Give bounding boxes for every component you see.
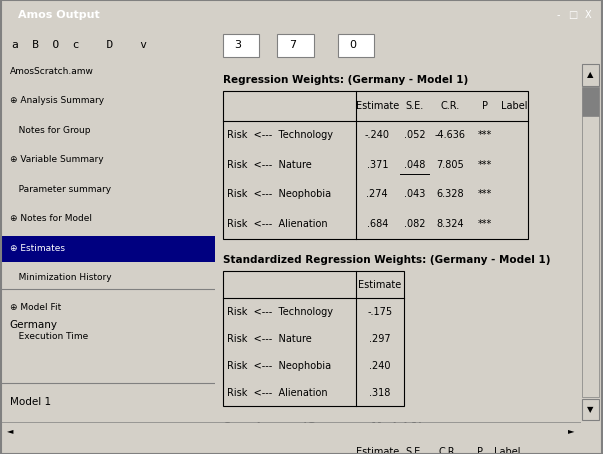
Bar: [582, 64, 599, 86]
Text: .082: .082: [404, 219, 426, 229]
Text: Risk  <---  Nature: Risk <--- Nature: [227, 334, 312, 344]
Text: -: -: [556, 10, 560, 20]
Text: .048: .048: [404, 160, 425, 170]
Text: ⊕ Variable Summary: ⊕ Variable Summary: [10, 155, 103, 164]
Text: ⊕ Estimates: ⊕ Estimates: [10, 244, 65, 253]
Text: Label: Label: [501, 101, 528, 111]
Text: Estimate: Estimate: [356, 101, 399, 111]
Bar: [223, 34, 259, 56]
Text: -.240: -.240: [365, 130, 390, 140]
Text: Estimate: Estimate: [358, 280, 402, 290]
Text: ⊕ Analysis Summary: ⊕ Analysis Summary: [10, 96, 104, 105]
Text: .297: .297: [369, 334, 391, 344]
Text: .684: .684: [367, 219, 388, 229]
Text: 7.805: 7.805: [437, 160, 464, 170]
Text: ***: ***: [478, 160, 492, 170]
Text: 0: 0: [349, 40, 356, 50]
Text: Regression Weights: (Germany - Model 1): Regression Weights: (Germany - Model 1): [223, 75, 469, 85]
Text: Risk  <---  Nature: Risk <--- Nature: [227, 160, 312, 170]
Text: -4.636: -4.636: [435, 130, 466, 140]
Bar: [1, 236, 215, 262]
Text: C.R.: C.R.: [441, 101, 460, 111]
Bar: [223, 271, 404, 406]
Text: 8.324: 8.324: [437, 219, 464, 229]
Bar: [277, 34, 314, 56]
Text: Risk  <---  Neophobia: Risk <--- Neophobia: [227, 360, 331, 370]
Text: ***: ***: [478, 189, 492, 199]
Text: Risk  <---  Neophobia: Risk <--- Neophobia: [227, 189, 331, 199]
Text: .240: .240: [369, 360, 391, 370]
Text: .318: .318: [370, 388, 391, 398]
Text: P: P: [482, 101, 488, 111]
Text: 7: 7: [289, 40, 296, 50]
Text: C.R.: C.R.: [439, 448, 458, 454]
Text: ►: ►: [569, 426, 575, 434]
Text: S.E.: S.E.: [406, 448, 424, 454]
Text: □: □: [568, 10, 578, 20]
Text: Parameter summary: Parameter summary: [10, 185, 111, 194]
Text: AmosScratch.amw: AmosScratch.amw: [10, 67, 93, 76]
Text: ***: ***: [478, 130, 492, 140]
Text: Risk  <---  Alienation: Risk <--- Alienation: [227, 388, 327, 398]
Text: Minimization History: Minimization History: [10, 273, 112, 282]
Text: 6.328: 6.328: [437, 189, 464, 199]
Bar: [582, 88, 599, 116]
Text: S.E.: S.E.: [406, 101, 424, 111]
Text: ◄: ◄: [7, 426, 13, 434]
Text: ⊕ Model Fit: ⊕ Model Fit: [10, 303, 61, 312]
Text: Estimate: Estimate: [356, 448, 399, 454]
Text: ⊕ Notes for Model: ⊕ Notes for Model: [10, 214, 92, 223]
Text: a  B  O  c    D    v: a B O c D v: [12, 40, 147, 50]
Text: Model 1: Model 1: [10, 397, 51, 407]
Text: Notes for Group: Notes for Group: [10, 126, 90, 135]
Text: Amos Output: Amos Output: [18, 10, 100, 20]
Text: .043: .043: [404, 189, 425, 199]
Bar: [223, 439, 520, 454]
Text: ***: ***: [478, 219, 492, 229]
Text: Covariances: (Germany - Model 1): Covariances: (Germany - Model 1): [223, 422, 423, 432]
Bar: [582, 399, 599, 420]
Text: .274: .274: [367, 189, 388, 199]
Text: P: P: [478, 448, 484, 454]
Text: Risk  <---  Alienation: Risk <--- Alienation: [227, 219, 327, 229]
Text: Standardized Regression Weights: (Germany - Model 1): Standardized Regression Weights: (German…: [223, 255, 551, 265]
Text: Germany: Germany: [10, 320, 58, 330]
Text: Label: Label: [494, 448, 521, 454]
Text: ▲: ▲: [587, 70, 593, 79]
Text: -.175: -.175: [367, 306, 393, 316]
Text: X: X: [585, 10, 591, 20]
Text: 3: 3: [235, 40, 242, 50]
Text: .371: .371: [367, 160, 388, 170]
Bar: [223, 91, 528, 239]
Bar: [338, 34, 374, 56]
Text: Risk  <---  Technology: Risk <--- Technology: [227, 130, 333, 140]
Text: ▼: ▼: [587, 405, 593, 414]
Text: .052: .052: [404, 130, 426, 140]
Bar: [582, 116, 599, 397]
Text: Risk  <---  Technology: Risk <--- Technology: [227, 306, 333, 316]
Text: Execution Time: Execution Time: [10, 332, 88, 341]
